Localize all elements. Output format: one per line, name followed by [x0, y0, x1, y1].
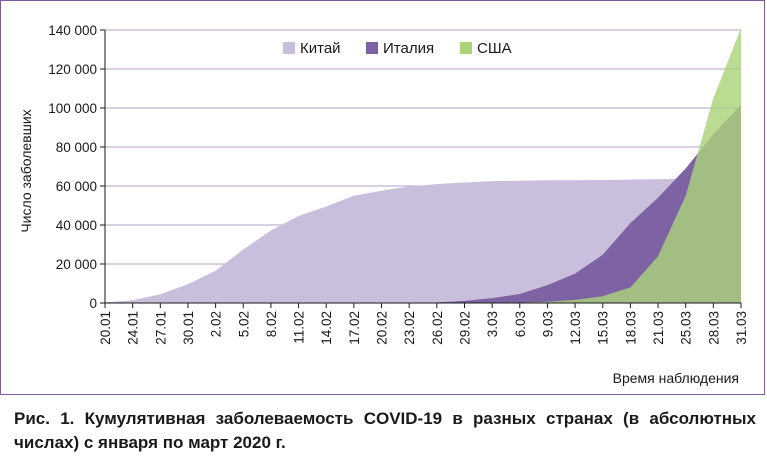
legend-label-usa: США: [477, 40, 512, 57]
legend-swatch-china: [283, 42, 295, 54]
x-tick-label: 28.03: [706, 311, 721, 345]
legend: Китай Италия США: [283, 40, 512, 57]
y-tick-label: 0: [89, 296, 97, 311]
x-tick-label: 12.03: [568, 311, 583, 345]
x-tick-label: 14.02: [319, 311, 334, 345]
y-tick-label: 120 000: [48, 62, 97, 77]
y-tick-label: 100 000: [48, 101, 97, 116]
legend-label-china: Китай: [300, 40, 341, 57]
x-axis-title: Время наблюдения: [613, 370, 739, 386]
x-tick-label: 3.03: [485, 311, 500, 337]
legend-swatch-italy: [366, 42, 378, 54]
x-tick-label: 24.01: [126, 311, 141, 345]
area-series: [105, 28, 741, 303]
x-tick-label: 9.03: [540, 311, 555, 337]
x-tick-label: 23.02: [402, 311, 417, 345]
axes: [100, 29, 742, 308]
x-tick-label: 15.03: [596, 311, 611, 345]
y-axis-title: Число заболевших: [18, 109, 34, 232]
figure-caption: Рис. 1. Кумулятивная заболеваемость COVI…: [14, 409, 756, 452]
y-tick-label: 80 000: [56, 140, 97, 155]
legend-label-italy: Италия: [383, 40, 434, 57]
y-tick-labels: 0 20 000 40 000 60 000 80 000 100 000 120 000 1…: [48, 23, 97, 311]
y-tick-label: 140 000: [48, 23, 97, 38]
y-tick-label: 60 000: [56, 179, 97, 194]
y-tick-label: 20 000: [56, 257, 97, 272]
x-tick-label: 21.03: [651, 311, 666, 345]
x-tick-label: 25.03: [679, 311, 694, 345]
x-tick-labels: 20.01 24.01 27.01 30.01 2.02 5.02 8.02 11.02 14.…: [98, 311, 749, 345]
x-tick-label: 8.02: [264, 311, 279, 337]
x-tick-label: 26.02: [430, 311, 445, 345]
x-tick-label: 31.03: [734, 311, 749, 345]
x-tick-label: 17.02: [347, 311, 362, 345]
series-area-usa: [105, 28, 741, 303]
x-tick-label: 30.01: [181, 311, 196, 345]
y-tick-label: 40 000: [56, 218, 97, 233]
x-tick-label: 18.03: [623, 311, 638, 345]
x-tick-label: 11.02: [292, 311, 307, 344]
x-tick-label: 2.02: [209, 311, 224, 337]
legend-swatch-usa: [460, 42, 472, 54]
x-tick-label: 20.02: [375, 311, 390, 345]
covid-cumulative-chart: 0 20 000 40 000 60 000 80 000 100 000 120 000 1…: [18, 23, 749, 386]
x-tick-label: 20.01: [98, 311, 113, 345]
x-tick-label: 29.02: [457, 311, 472, 345]
x-tick-label: 6.03: [513, 311, 528, 337]
x-tick-label: 27.01: [153, 311, 168, 345]
x-tick-label: 5.02: [236, 311, 251, 337]
